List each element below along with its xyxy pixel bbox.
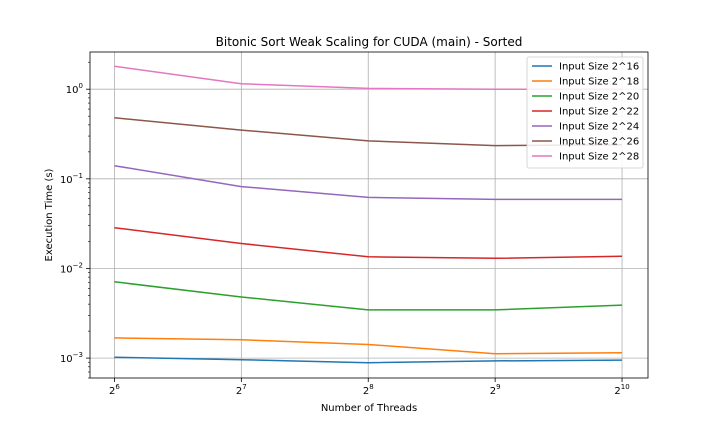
y-axis-label: Execution Time (s) bbox=[44, 168, 55, 261]
x-tick-label-base: 2 bbox=[614, 386, 620, 397]
x-tick-label-base: 2 bbox=[363, 386, 369, 397]
plot-area-frame bbox=[89, 51, 649, 379]
y-tick-label-exponent: −2 bbox=[73, 261, 83, 269]
legend-label: Input Size 2^22 bbox=[559, 107, 639, 118]
series-line-2 bbox=[114, 281, 623, 311]
legend-box bbox=[526, 56, 644, 169]
x-tick-label: 27 bbox=[236, 383, 247, 397]
x-tick-label-base: 2 bbox=[490, 386, 496, 397]
y-tick-label: 100 bbox=[66, 82, 83, 96]
legend-label: Input Size 2^18 bbox=[559, 77, 639, 88]
legend: Input Size 2^16 Input Size 2^18 Input Size… bbox=[526, 56, 644, 169]
x-tick-label-exponent: 8 bbox=[369, 383, 373, 391]
series-line-1 bbox=[114, 337, 623, 355]
x-tick-label-exponent: 7 bbox=[242, 383, 246, 391]
y-tick-label: 10−3 bbox=[60, 351, 83, 365]
series-line-4 bbox=[114, 164, 622, 201]
x-axis-ticks: 26 27 28 29 210 bbox=[109, 378, 630, 397]
y-tick-label: 10−1 bbox=[60, 172, 83, 186]
x-tick-label-base: 2 bbox=[236, 386, 242, 397]
y-tick-label-base: 10 bbox=[66, 85, 79, 96]
x-tick-label-exponent: 6 bbox=[115, 383, 120, 391]
chart-title: Bitonic Sort Weak Scaling for CUDA (main… bbox=[216, 35, 523, 49]
y-tick-label-exponent: −3 bbox=[73, 351, 83, 359]
y-tick-label-base: 10 bbox=[60, 264, 73, 275]
legend-label: Input Size 2^26 bbox=[559, 137, 639, 148]
x-tick-label: 210 bbox=[614, 383, 629, 397]
legend-label: Input Size 2^20 bbox=[559, 92, 639, 103]
x-tick-label-base: 2 bbox=[109, 386, 115, 397]
series-lines bbox=[114, 65, 623, 364]
legend-label: Input Size 2^24 bbox=[559, 122, 639, 133]
y-tick-label-base: 10 bbox=[60, 175, 73, 186]
series-line-0 bbox=[114, 356, 623, 364]
x-tick-label: 26 bbox=[109, 383, 120, 397]
y-tick-label: 10−2 bbox=[60, 261, 83, 275]
y-tick-label-exponent: −1 bbox=[73, 172, 83, 180]
x-tick-label-exponent: 10 bbox=[621, 383, 630, 391]
x-tick-label-exponent: 9 bbox=[496, 383, 500, 391]
series-line-3 bbox=[114, 226, 623, 260]
x-tick-label: 28 bbox=[363, 383, 374, 397]
x-axis-label: Number of Threads bbox=[321, 403, 417, 414]
x-tick-label: 29 bbox=[490, 383, 501, 397]
legend-label: Input Size 2^16 bbox=[559, 62, 639, 73]
y-tick-label-base: 10 bbox=[60, 354, 73, 365]
y-tick-label-exponent: 0 bbox=[79, 82, 83, 90]
legend-label: Input Size 2^28 bbox=[559, 152, 639, 163]
